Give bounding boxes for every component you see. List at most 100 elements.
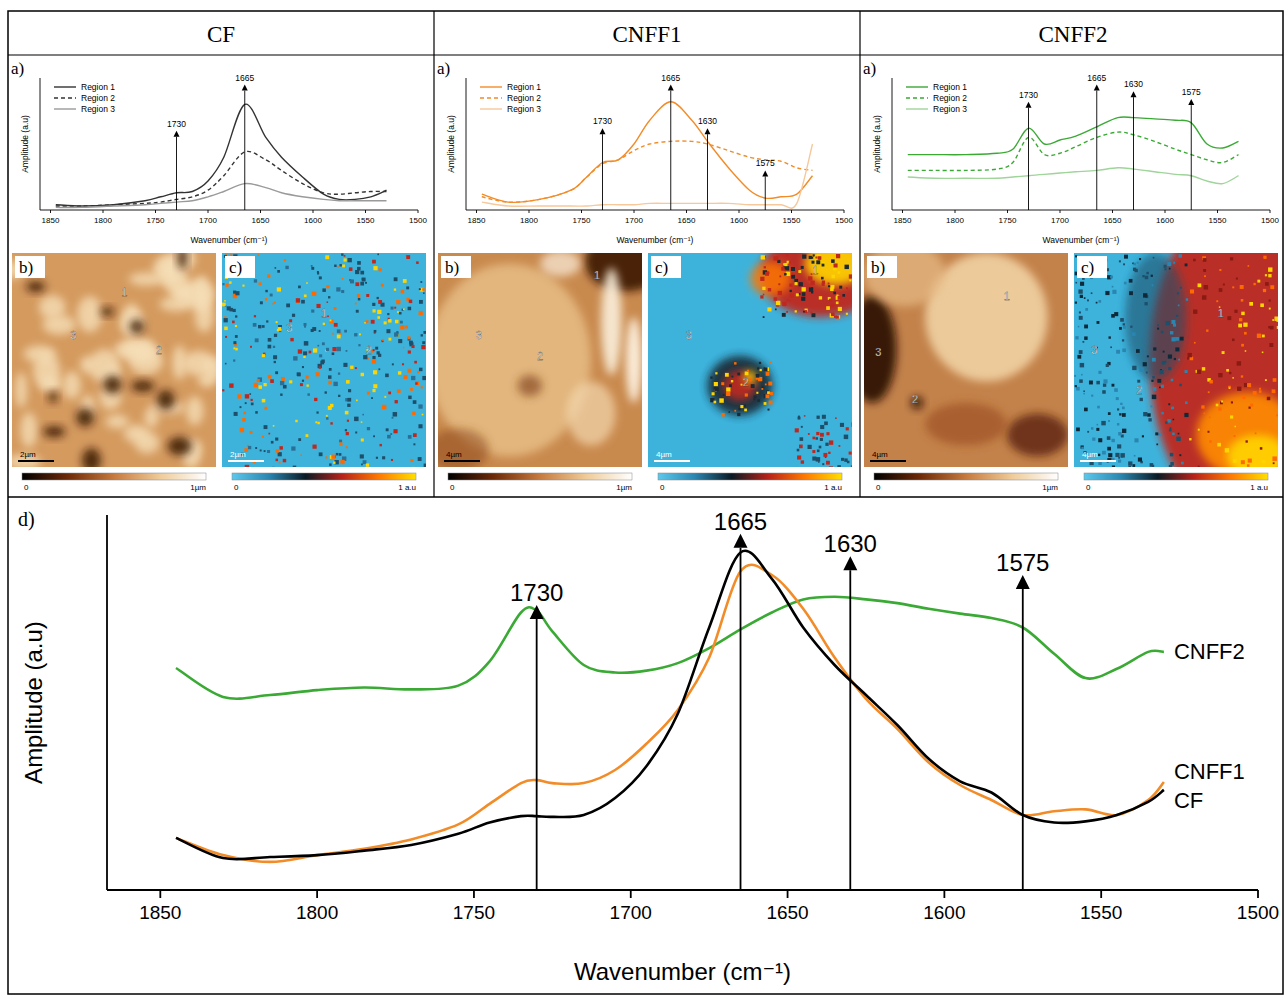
texture [1260, 303, 1264, 307]
texture [255, 447, 257, 449]
texture [316, 411, 318, 413]
texture [1148, 418, 1151, 421]
texture [725, 373, 729, 377]
texture [377, 297, 379, 299]
texture [1123, 323, 1125, 325]
texture [344, 255, 346, 257]
texture [80, 356, 96, 373]
annotation-label: 1665 [1087, 73, 1106, 83]
texture [831, 285, 835, 289]
x-tick [313, 210, 314, 213]
texture [384, 396, 386, 398]
x-tick-label: 1650 [1104, 216, 1122, 225]
texture [372, 359, 376, 363]
x-tick-label: 1800 [946, 216, 964, 225]
legend-swatch [54, 86, 76, 87]
texture [1176, 315, 1178, 317]
annotation-arrow [740, 548, 742, 890]
texture [760, 369, 762, 371]
texture [1083, 390, 1085, 392]
legend-swatch [54, 97, 76, 98]
x-tick [208, 210, 209, 213]
texture [1098, 454, 1100, 456]
panel-title: CNFF2 [1038, 22, 1107, 47]
texture [1168, 403, 1170, 405]
texture [400, 321, 403, 324]
texture [767, 391, 770, 394]
texture [397, 311, 399, 313]
region-label: 2 [156, 344, 162, 356]
texture [838, 296, 842, 300]
x-tick-label: 1750 [999, 216, 1017, 225]
texture [421, 334, 423, 336]
texture [1079, 350, 1083, 354]
texture [767, 307, 771, 311]
texture [1217, 443, 1221, 447]
color-bar-label: 1 a.u [398, 483, 416, 492]
texture [372, 356, 375, 359]
texture [124, 424, 148, 442]
letter-box [225, 256, 255, 278]
x-tick-label: 1600 [730, 216, 748, 225]
texture [818, 256, 822, 260]
series-line [56, 104, 387, 206]
annotation-label: 1630 [1124, 79, 1143, 89]
texture [1219, 288, 1223, 292]
texture [356, 400, 358, 402]
color-bar [232, 473, 416, 480]
texture [1245, 440, 1247, 442]
texture [714, 401, 717, 404]
texture [1106, 364, 1109, 367]
texture [1273, 462, 1275, 464]
texture [1107, 436, 1111, 440]
texture [1151, 275, 1153, 277]
header-rule [8, 54, 1283, 55]
series-group [56, 104, 387, 207]
series-line [908, 168, 1239, 184]
annotation-arrow [849, 570, 851, 890]
texture [404, 375, 408, 379]
texture [409, 300, 412, 303]
texture [337, 266, 339, 268]
texture [1150, 463, 1154, 467]
texture [786, 311, 788, 313]
texture [1077, 355, 1081, 359]
texture [1225, 448, 1229, 452]
texture [1162, 361, 1166, 365]
texture [277, 287, 281, 291]
color-bar [874, 473, 1058, 480]
texture [387, 313, 389, 315]
arrow-head [734, 534, 748, 548]
texture [1208, 391, 1210, 393]
texture [395, 400, 398, 403]
texture [328, 381, 332, 385]
texture [285, 266, 288, 269]
texture [131, 380, 155, 392]
texture [1201, 405, 1204, 408]
texture [275, 267, 277, 269]
y-axis [40, 78, 41, 210]
texture [1083, 393, 1085, 395]
legend-label: Region 3 [933, 104, 967, 114]
texture [39, 295, 65, 319]
texture [1223, 283, 1225, 285]
texture [753, 398, 755, 400]
texture [1084, 408, 1088, 412]
texture [311, 265, 313, 267]
texture [356, 310, 359, 313]
texture [825, 443, 828, 446]
texture [363, 355, 367, 359]
texture [1171, 379, 1174, 382]
texture [1174, 358, 1176, 360]
legend-label: Region 2 [81, 93, 115, 103]
texture [302, 380, 304, 382]
texture [354, 417, 358, 421]
texture [1158, 433, 1160, 435]
texture [306, 434, 309, 437]
texture [1234, 310, 1237, 313]
texture [233, 359, 235, 361]
texture [222, 283, 224, 285]
texture [1273, 378, 1277, 382]
texture [1276, 414, 1278, 416]
scale-bar-label: 2µm [20, 450, 36, 459]
